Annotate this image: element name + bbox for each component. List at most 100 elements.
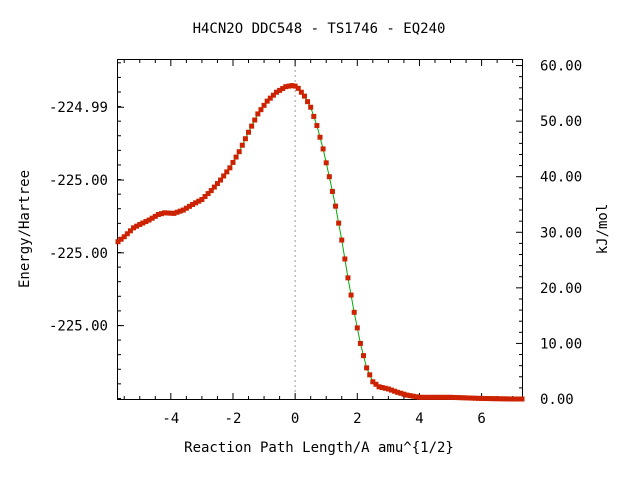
data-point [416,394,422,400]
data-point [149,215,155,221]
left-tick-label: -224.99 [49,100,108,116]
data-point [258,107,264,113]
series-line [117,85,522,400]
data-point [342,256,348,262]
data-point [230,159,236,165]
data-point [211,184,217,190]
data-point [326,174,332,180]
left-tick-label: -225.00 [49,246,108,262]
right-axis-label: kJ/mol [595,204,611,255]
x-tick-label: 2 [353,411,361,427]
data-point [432,394,438,400]
data-point [488,396,494,402]
data-point [311,113,317,119]
data-point [202,194,208,200]
data-point [454,395,460,401]
data-point [292,83,298,89]
data-point [333,203,339,209]
data-point [345,275,351,281]
data-point [267,95,273,101]
data-point [277,87,283,93]
data-point [491,396,497,402]
right-tick-label: 20.00 [540,281,582,297]
right-tick-label: 50.00 [540,114,582,130]
data-point [475,395,481,401]
data-point [239,142,245,148]
x-axis: -4 -2 0 2 4 6 [123,60,514,427]
data-point [364,365,370,371]
data-point [379,385,385,391]
data-point [320,146,326,152]
data-point [494,396,500,402]
data-point [516,396,522,402]
data-point [451,394,457,400]
energy-series [115,83,525,402]
data-point [323,160,329,166]
data-point [199,196,205,202]
x-axis-label: Reaction Path Length/A amu^{1/2} [184,440,454,456]
data-point [472,395,478,401]
data-point [448,394,454,400]
data-point [444,394,450,400]
chart-title: H4CN2O DDC548 - TS1746 - EQ240 [193,21,446,37]
data-point [413,394,419,400]
data-point [255,111,261,117]
data-point [162,210,168,216]
data-point [401,391,407,397]
data-point [159,211,165,217]
data-point [423,394,429,400]
data-point [171,210,177,216]
data-point [426,394,432,400]
data-point [361,353,367,359]
data-point [457,395,463,401]
data-point [227,165,233,171]
data-point [388,387,394,393]
data-point [357,340,363,346]
data-point [168,210,174,216]
data-point [190,201,196,207]
data-point [124,231,130,237]
data-point [463,395,469,401]
data-point [273,89,279,95]
right-tick-label: 60.00 [540,59,582,75]
data-point [385,386,391,392]
data-point [469,395,475,401]
data-point [308,104,314,110]
data-point [177,208,183,214]
data-point [286,83,292,89]
data-point [410,393,416,399]
data-point [370,379,376,385]
data-point [373,381,379,387]
data-point [224,169,230,175]
data-point [186,203,192,209]
data-point [351,309,357,315]
data-point [367,372,373,378]
data-point [395,389,401,395]
left-axis-label: Energy/Hartree [17,170,33,288]
data-point [121,234,127,240]
data-point [305,99,311,105]
data-point [264,98,270,104]
data-point [134,223,140,229]
data-point [115,239,121,245]
data-point [127,228,133,234]
data-point [242,136,248,142]
data-point [252,117,258,123]
data-point [435,394,441,400]
data-point [140,220,146,226]
right-tick-label: 10.00 [540,336,582,352]
data-point [196,198,202,204]
data-point [500,396,506,402]
data-point [205,191,211,197]
x-tick-label: 6 [477,411,485,427]
data-point [214,181,220,187]
x-tick-label: -2 [225,411,242,427]
left-tick-label: -225.00 [49,319,108,335]
x-tick-label: -4 [162,411,179,427]
data-point [289,83,295,89]
data-point [460,395,466,401]
data-point [314,123,320,129]
data-point [466,395,472,401]
data-point [510,396,516,402]
